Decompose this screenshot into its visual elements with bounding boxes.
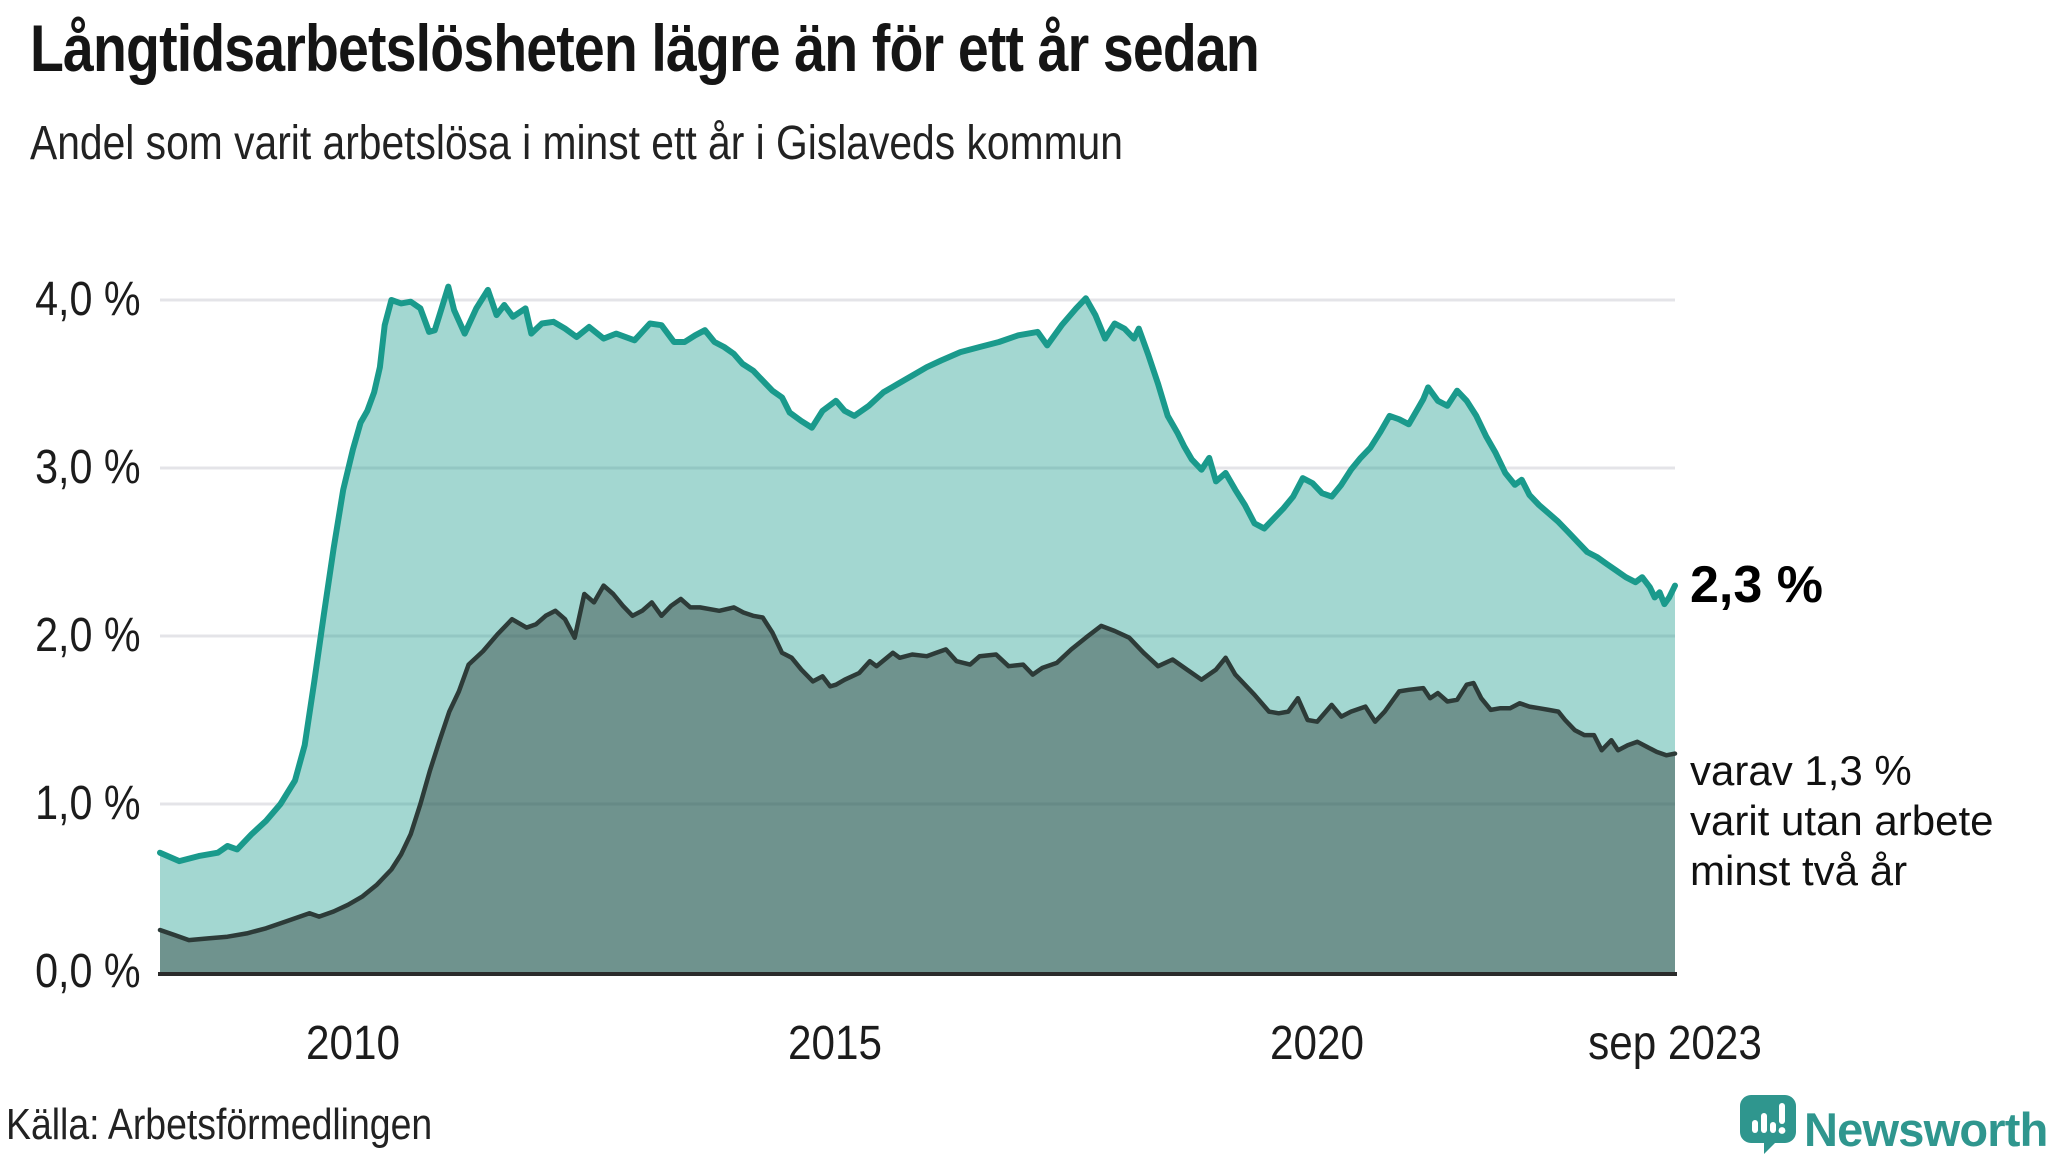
x-axis-tick-label: 2010 — [305, 1017, 400, 1070]
y-axis-tick-label: 3,0 % — [35, 441, 141, 494]
series-note-label: varav 1,3 % varit utan arbete minst två … — [1690, 746, 1994, 896]
y-axis-tick-label: 4,0 % — [35, 273, 141, 326]
x-axis-tick-label: 2020 — [1270, 1017, 1365, 1070]
page-subtitle: Andel som varit arbetslösa i minst ett å… — [30, 117, 1123, 170]
note-line-3: minst två år — [1690, 846, 1908, 894]
x-axis-tick-label: 2015 — [788, 1017, 883, 1070]
note-line-2: varit utan arbete — [1690, 796, 1994, 844]
note-line-1: varav 1,3 % — [1690, 746, 1912, 794]
newsworthy-logo-text: Newsworthy — [1804, 1103, 2048, 1156]
x-axis-tick-label: sep 2023 — [1588, 1017, 1762, 1070]
page-title: Långtidsarbetslösheten lägre än för ett … — [30, 11, 1260, 85]
y-axis-tick-label: 2,0 % — [35, 609, 141, 662]
series-end-value-label: 2,3 % — [1690, 555, 1823, 614]
newsworthy-logo-icon — [1740, 1095, 1796, 1154]
y-axis-tick-label: 1,0 % — [35, 777, 141, 830]
source-credit: Källa: Arbetsförmedlingen — [6, 1100, 433, 1149]
y-axis-tick-label: 0,0 % — [35, 945, 141, 998]
